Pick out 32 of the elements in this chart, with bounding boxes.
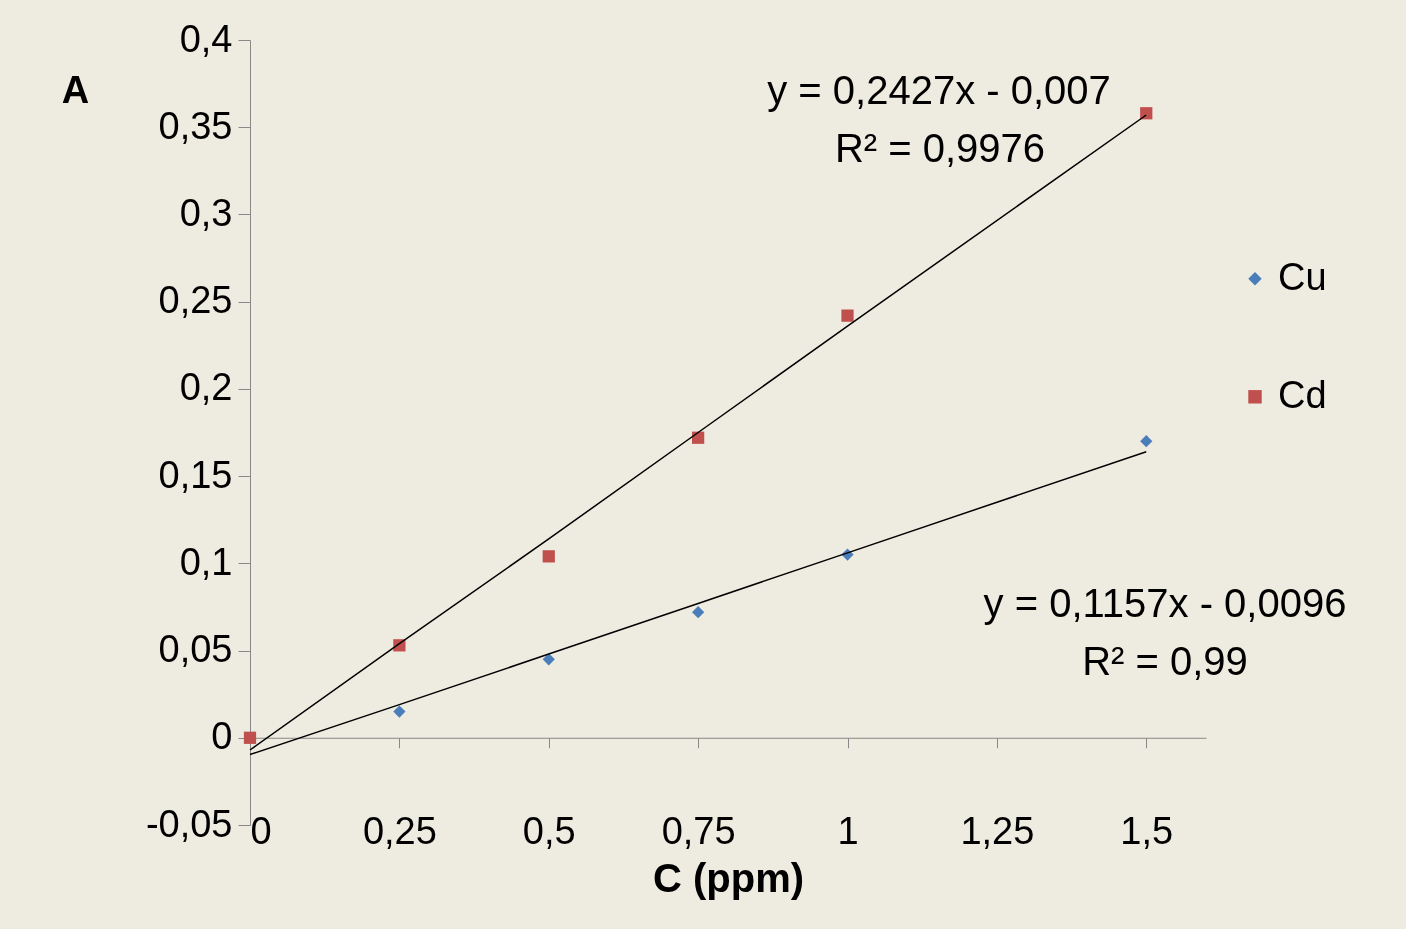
y-tick-label: -0,05 xyxy=(145,802,233,845)
y-tick-label: 0,4 xyxy=(179,17,233,60)
y-tick-label: 0,35 xyxy=(158,104,233,147)
y-axis-title: A xyxy=(61,68,90,111)
x-tick-label: 1 xyxy=(837,809,859,852)
x-tick-label: 0,75 xyxy=(661,809,736,852)
point xyxy=(542,550,555,563)
point xyxy=(393,705,406,718)
y-tick-label: 0,05 xyxy=(158,628,233,671)
x-tick-label: 0,5 xyxy=(522,809,576,852)
x-tick-label: 0 xyxy=(250,809,272,852)
x-axis-title: C (ppm) xyxy=(652,855,805,900)
y-tick-label: 0,2 xyxy=(179,366,233,409)
annotation: R² = 0,99 xyxy=(1082,639,1248,683)
y-tick-label: 0,15 xyxy=(158,453,233,496)
point xyxy=(542,653,555,666)
point xyxy=(692,606,705,619)
annotation: y = 0,2427x - 0,007 xyxy=(767,68,1111,112)
y-tick-label: 0,1 xyxy=(179,540,233,583)
annotation: y = 0,1157x - 0,0096 xyxy=(983,581,1347,625)
legend-label: Cu xyxy=(1278,255,1327,298)
point xyxy=(1140,435,1153,448)
point xyxy=(243,731,257,744)
annotation: R² = 0,9976 xyxy=(834,126,1046,170)
point xyxy=(841,309,854,322)
y-tick-label: 0 xyxy=(211,715,233,758)
y-tick-label: 0,3 xyxy=(179,191,233,234)
x-tick-label: 1,25 xyxy=(960,809,1035,852)
legend-label: Cd xyxy=(1278,373,1327,416)
x-tick-label: 0,25 xyxy=(362,809,437,852)
x-tick-label: 1,5 xyxy=(1120,809,1174,852)
y-tick-label: 0,25 xyxy=(158,279,233,322)
